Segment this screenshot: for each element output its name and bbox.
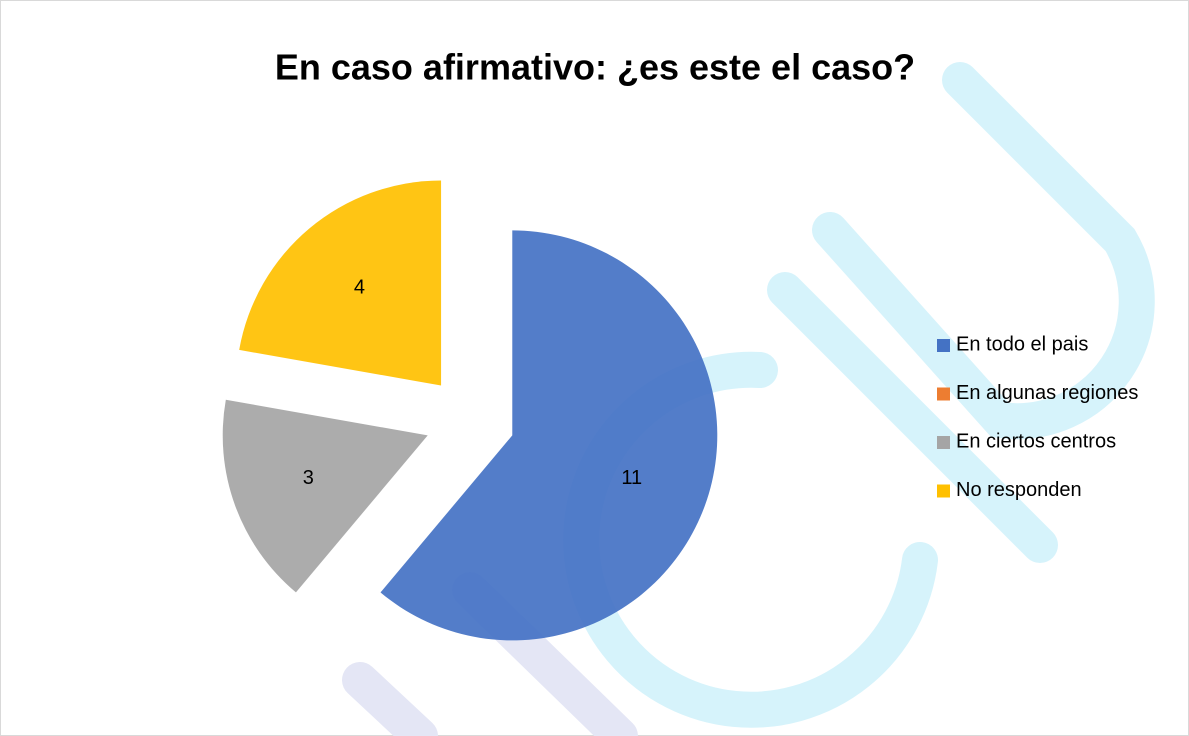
legend-swatch (937, 436, 950, 449)
legend-label: En ciertos centros (956, 430, 1116, 452)
legend-label: En todo el pais (956, 333, 1088, 355)
legend-label: En algunas regiones (956, 382, 1138, 404)
legend-label: No responden (956, 479, 1082, 501)
watermark-stroke (812, 62, 1155, 440)
legend-swatch (937, 339, 950, 352)
legend-swatch (937, 484, 950, 498)
pie-slice (309, 454, 442, 612)
watermark-stroke (342, 662, 438, 736)
pie-slice (380, 230, 718, 641)
pie-slice (222, 399, 428, 593)
data-label: 4 (354, 276, 365, 298)
chart-title: En caso afirmativo: ¿es este el caso? (275, 47, 915, 88)
data-label: 11 (621, 467, 642, 489)
watermark-stroke (767, 272, 1058, 563)
data-label: 3 (303, 467, 314, 489)
watermark (342, 62, 1155, 736)
legend-swatch (937, 387, 950, 401)
pie-slice (239, 180, 442, 386)
